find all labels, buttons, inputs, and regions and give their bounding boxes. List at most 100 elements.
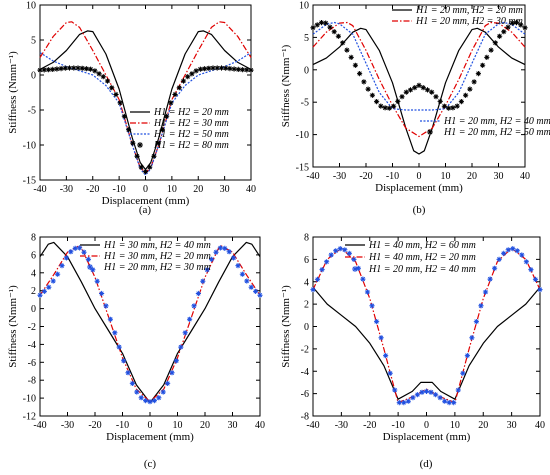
legend-label: H1 = 20 mm, H2 = 30 mm	[415, 16, 523, 27]
y-tick-label: -5	[28, 106, 36, 117]
x-tick-label: 30	[507, 420, 517, 431]
x-tick-label: 10	[450, 420, 460, 431]
legend-label: H1 = 20 mm, H2 = 20 mm	[415, 5, 523, 16]
x-tick-label: -20	[88, 420, 101, 431]
x-tick-label: -20	[363, 420, 376, 431]
legend-label: H1 = 20 mm, H2 = 50 mm	[443, 127, 550, 138]
y-axis-label: Stiffness (Nmm⁻¹)	[280, 44, 292, 127]
y-tick-label: 0	[31, 304, 36, 315]
y-tick-label: 10	[299, 1, 309, 12]
y-tick-label: -4	[28, 340, 36, 351]
plot-frame	[39, 4, 252, 181]
series-line	[312, 21, 526, 111]
legend-label: H1 = H2 = 30 mm	[153, 118, 229, 129]
legend-label: H1 = H2 = 80 mm	[153, 140, 229, 151]
legend-marker	[427, 129, 433, 135]
y-tick-label: -15	[23, 176, 36, 187]
series-markers	[310, 20, 528, 111]
x-tick-label: -30	[333, 171, 346, 182]
x-tick-label: 30	[494, 171, 504, 182]
x-tick-label: 20	[478, 420, 488, 431]
y-axis-label: Stiffness (Nmm⁻¹)	[7, 285, 19, 368]
x-tick-label: -40	[306, 420, 319, 431]
x-tick-label: 30	[228, 420, 238, 431]
y-tick-label: 6	[31, 250, 36, 261]
y-tick-label: -5	[301, 98, 309, 109]
x-axis-label: Displacement (mm)	[375, 182, 463, 194]
series-line	[312, 21, 526, 138]
y-tick-label: -2	[301, 344, 309, 355]
y-tick-label: 8	[304, 233, 309, 244]
x-tick-label: 10	[173, 420, 183, 431]
chart-panel-a: -40 -30 -20 -10 0 10 20 30 40 10 5 0 -5 -10 -15 Displac…	[7, 1, 256, 217]
y-tick-label: -15	[296, 163, 309, 174]
chart-panel-d: -40 -30 -20 -10 0 10 20 30 4086420-2-4-6-8Displa…	[280, 233, 545, 471]
y-tick-label: 2	[304, 300, 309, 311]
x-tick-label: 40	[246, 184, 256, 195]
x-tick-label: 40	[255, 420, 265, 431]
legend-label: H1 = H2 = 20 mm	[153, 107, 229, 118]
panel-label: (a)	[139, 204, 152, 216]
legend-label: H1 = 40 mm, H2 = 20 mm	[368, 252, 476, 263]
y-tick-label: 8	[31, 233, 36, 244]
x-tick-label: 20	[193, 184, 203, 195]
x-tick-label: 0	[424, 420, 429, 431]
x-tick-label: -40	[33, 420, 46, 431]
x-tick-label: 10	[441, 171, 451, 182]
series-line	[312, 27, 526, 155]
series-line	[39, 52, 252, 176]
x-tick-label: -10	[386, 171, 399, 182]
x-tick-label: -20	[86, 184, 99, 195]
series-line	[39, 245, 261, 403]
x-tick-label: 40	[520, 171, 530, 182]
x-tick-label: -30	[335, 420, 348, 431]
series-markers	[310, 246, 543, 406]
series-markers	[37, 245, 263, 405]
y-tick-label: -10	[23, 394, 36, 405]
x-tick-label: -10	[112, 184, 125, 195]
x-tick-label: 0	[417, 171, 422, 182]
panel-label: (c)	[144, 458, 157, 470]
chart-panel-c: -40 -30 -20 -10 0 10 20 30 4086420-2-4-6-8-10-12…	[7, 233, 265, 471]
legend-label: H1 = 30 mm, H2 = 20 mm	[103, 251, 211, 262]
x-axis-label: Displacement (mm)	[383, 431, 471, 443]
x-axis-label: Displacement (mm)	[102, 195, 190, 207]
y-tick-label: 5	[31, 36, 36, 47]
panel-label: (d)	[420, 458, 433, 470]
x-tick-label: 0	[148, 420, 153, 431]
y-tick-label: 2	[31, 286, 36, 297]
legend-marker	[87, 264, 93, 270]
x-tick-label: 20	[200, 420, 210, 431]
x-tick-label: 40	[535, 420, 545, 431]
panel-label: (b)	[413, 204, 426, 216]
y-tick-label: -8	[301, 412, 309, 423]
x-tick-label: -30	[60, 184, 73, 195]
y-tick-label: -8	[28, 376, 36, 387]
y-tick-label: -4	[301, 367, 309, 378]
y-tick-label: -6	[301, 389, 309, 400]
series-markers	[37, 65, 254, 175]
y-tick-label: -6	[28, 358, 36, 369]
legend-label: H1 = 30 mm, H2 = 40 mm	[103, 240, 211, 251]
y-tick-label: -2	[28, 322, 36, 333]
y-tick-label: 0	[31, 71, 36, 82]
series-line	[312, 286, 541, 400]
y-tick-label: 5	[304, 33, 309, 44]
x-axis-label: Displacement (mm)	[106, 431, 194, 443]
x-tick-label: 20	[467, 171, 477, 182]
legend-marker	[352, 266, 358, 272]
x-tick-label: -20	[359, 171, 372, 182]
legend-marker	[137, 142, 143, 148]
x-tick-label: -40	[306, 171, 319, 182]
legend-label: H1 = 40 mm, H2 = 60 mm	[368, 240, 476, 251]
x-tick-label: 0	[143, 184, 148, 195]
y-tick-label: -10	[23, 141, 36, 152]
x-tick-label: -10	[116, 420, 129, 431]
legend-label: H1 = H2 = 50 mm	[153, 129, 229, 140]
y-tick-label: 0	[304, 322, 309, 333]
